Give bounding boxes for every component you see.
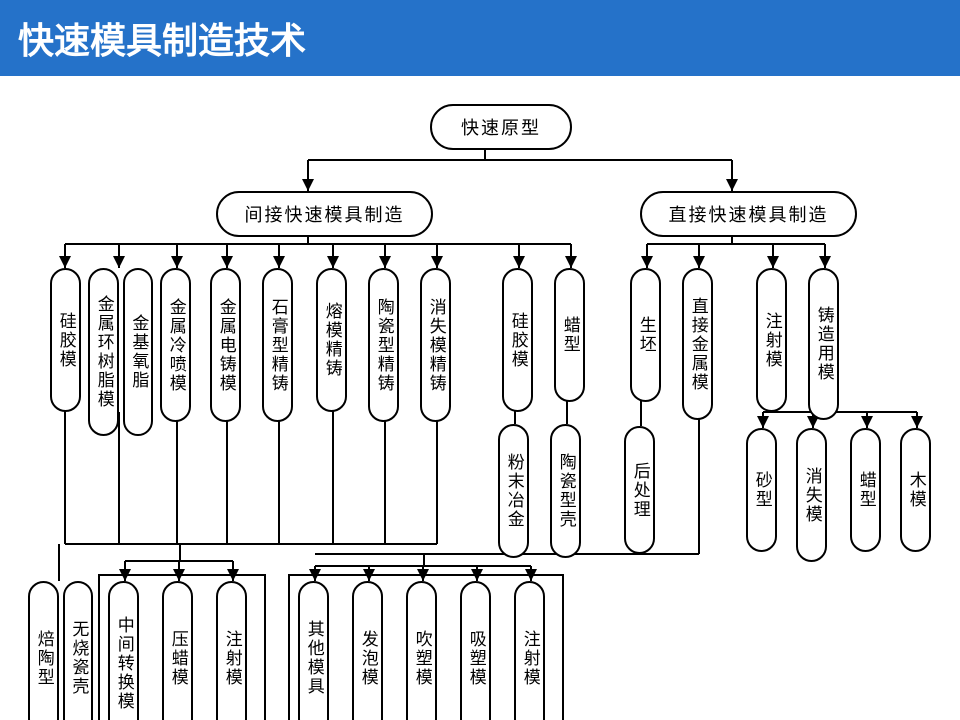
node-m4: 木模 xyxy=(900,428,931,552)
node-m3: 蜡型 xyxy=(850,428,881,552)
node-b1b: 无烧瓷壳 xyxy=(63,581,94,720)
node-s3: 后处理 xyxy=(624,426,655,554)
node-i3: 金属冷喷模 xyxy=(160,268,191,422)
node-b4: 注射模 xyxy=(216,581,247,720)
node-i9: 硅胶模 xyxy=(502,268,533,412)
node-m2: 消失模 xyxy=(796,428,827,562)
node-indirect: 间接快速模具制造 xyxy=(216,191,433,237)
node-d4: 铸造用模 xyxy=(808,268,839,420)
node-i1: 硅胶模 xyxy=(50,268,81,412)
node-b7: 吹塑模 xyxy=(406,581,437,720)
node-b2: 中间转换模 xyxy=(108,581,139,720)
node-i2b: 金基氧脂 xyxy=(123,268,154,436)
node-m1: 砂型 xyxy=(746,428,777,552)
node-s2: 陶瓷型壳 xyxy=(550,424,581,558)
node-i4: 金属电铸模 xyxy=(210,268,241,422)
node-i10: 蜡型 xyxy=(554,268,585,402)
node-d1: 生坯 xyxy=(630,268,661,402)
node-b9: 注射模 xyxy=(514,581,545,720)
node-b6: 发泡模 xyxy=(352,581,383,720)
flowchart-area: 金属环树脂模金基氧脂焙陶型无烧瓷壳 快速原型间接快速模具制造 直接快速模具制造硅胶模… xyxy=(0,76,960,720)
node-d2: 直接金属模 xyxy=(682,268,713,420)
node-root: 快速原型 xyxy=(430,104,572,150)
node-b1a: 焙陶型 xyxy=(28,581,59,720)
node-b3: 压蜡模 xyxy=(162,581,193,720)
node-i2: 金属环树脂模金基氧脂 xyxy=(88,268,153,436)
node-i6: 熔模精铸 xyxy=(316,268,347,412)
node-b1: 焙陶型无烧瓷壳 xyxy=(28,581,93,720)
node-i8: 消失模精铸 xyxy=(420,268,451,422)
node-b8: 吸塑模 xyxy=(460,581,491,720)
node-i5: 石膏型精铸 xyxy=(262,268,293,422)
node-s1: 粉末冶金 xyxy=(498,424,529,558)
node-i2a: 金属环树脂模 xyxy=(88,268,119,436)
node-b5: 其他模具 xyxy=(298,581,329,720)
node-i7: 陶瓷型精铸 xyxy=(368,268,399,422)
page-title: 快速模具制造技术 xyxy=(0,0,960,76)
node-direct: 直接快速模具制造 xyxy=(640,191,857,237)
node-d3: 注射模 xyxy=(756,268,787,412)
